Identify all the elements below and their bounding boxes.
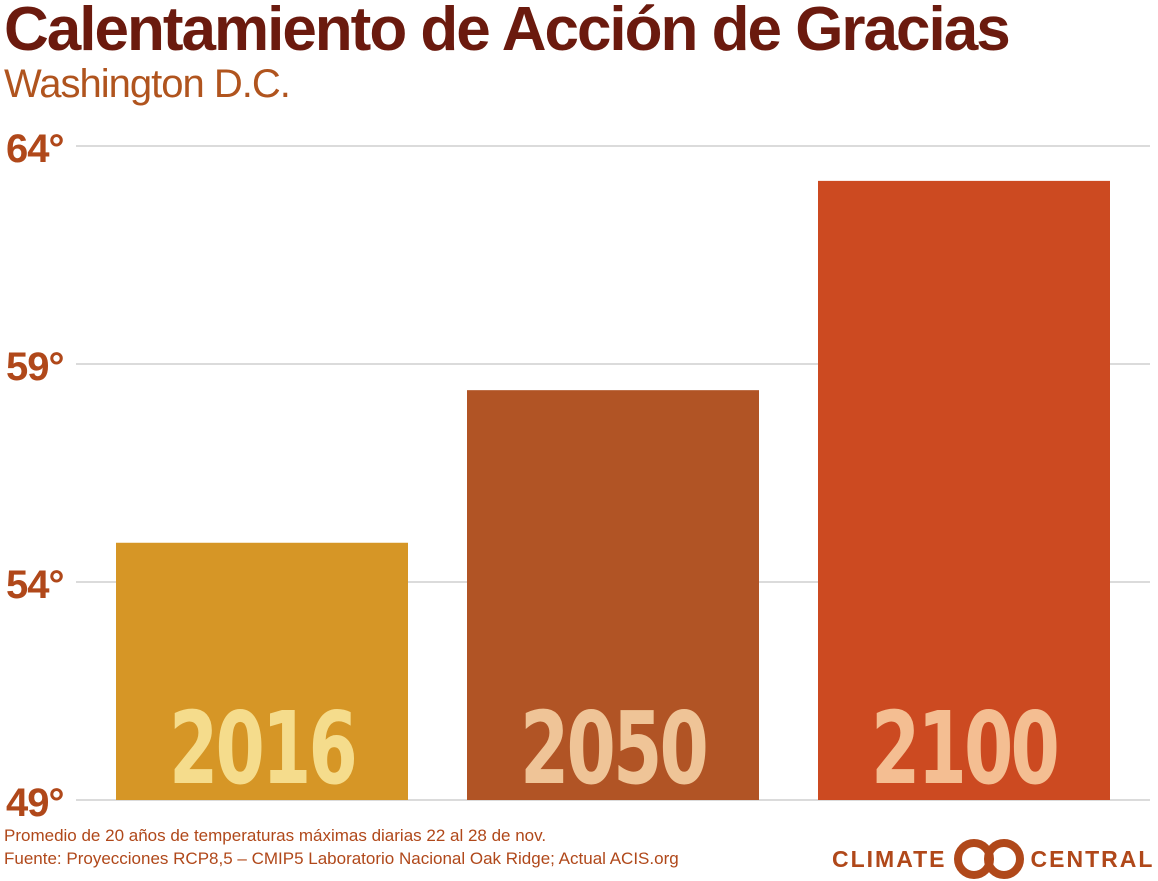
- climate-central-logo-icon: [953, 839, 1024, 879]
- logo-text-climate: CLIMATE: [832, 845, 947, 872]
- footnote-average: Promedio de 20 años de temperaturas máxi…: [4, 826, 547, 845]
- climate-central-logo: CLIMATE CENTRAL: [832, 837, 1154, 881]
- bar-category-label: 2016: [169, 690, 355, 807]
- chart-title: Calentamiento de Acción de Gracias: [4, 0, 1011, 64]
- bar-2016: [116, 542, 408, 800]
- bar-category-label: 2100: [871, 690, 1057, 807]
- y-tick-label: 64°: [6, 127, 64, 171]
- chart-subtitle: Washington D.C.: [4, 62, 291, 106]
- bar-2100: [818, 180, 1110, 800]
- bar-category-label: 2050: [520, 690, 706, 807]
- logo-text-central: CENTRAL: [1030, 845, 1155, 872]
- footnote-source: Fuente: Proyecciones RCP8,5 – CMIP5 Labo…: [4, 849, 679, 868]
- y-tick-label: 49°: [6, 781, 64, 825]
- bar-2050: [467, 390, 759, 800]
- y-tick-label: 54°: [6, 563, 64, 607]
- y-tick-label: 59°: [6, 345, 64, 389]
